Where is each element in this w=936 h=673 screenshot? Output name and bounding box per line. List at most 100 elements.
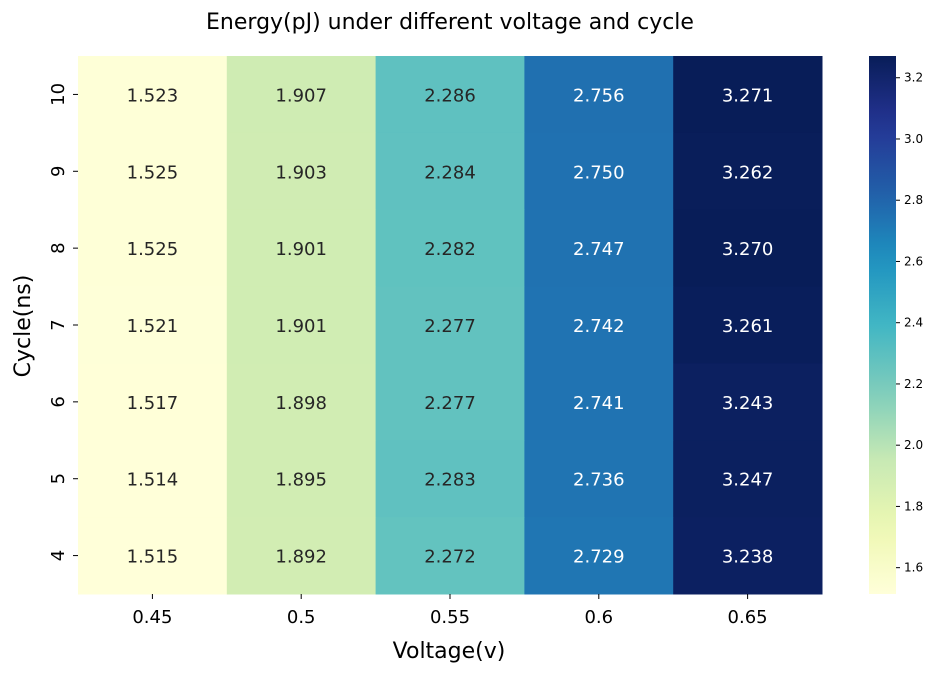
cell-value-label: 1.521 (127, 316, 179, 337)
cell-value-label: 2.741 (573, 393, 625, 414)
cell-value-label: 1.525 (127, 162, 179, 183)
y-tick-label: 8 (48, 242, 69, 253)
heatmap-cell (524, 517, 674, 595)
cell-value-label: 1.523 (127, 85, 179, 106)
cell-value-label: 2.277 (424, 316, 476, 337)
heatmap-cell (78, 440, 228, 518)
cell-value-label: 3.270 (722, 239, 774, 260)
y-tick-label: 6 (48, 396, 69, 407)
cell-value-label: 1.907 (275, 85, 327, 106)
chart-title: Energy(pJ) under different voltage and c… (206, 10, 694, 35)
cell-value-label: 2.742 (573, 316, 625, 337)
heatmap-cell (524, 209, 674, 288)
cell-value-label: 1.901 (275, 239, 327, 260)
colorbar-gradient (869, 56, 896, 594)
cell-value-label: 1.898 (275, 393, 327, 414)
heatmap-cell (375, 517, 525, 595)
heatmap-cell (673, 56, 823, 134)
heatmap-cell (375, 440, 525, 518)
cell-value-label: 1.901 (275, 316, 327, 337)
heatmap-cells: 1.523 1.907 2.286 2.756 3.271 1.525 1.903 2.284… (78, 56, 823, 595)
heatmap-cell (375, 286, 525, 364)
heatmap-cell (375, 132, 525, 211)
x-tick-labels: 0.45 0.5 0.55 0.6 0.65 (132, 594, 768, 628)
cell-value-label: 2.277 (424, 393, 476, 414)
colorbar-tick-label: 2.8 (904, 193, 923, 207)
heatmap-cell (673, 517, 823, 595)
heatmap-cell (78, 132, 228, 211)
colorbar-tick-label: 1.8 (904, 499, 923, 513)
x-tick-label: 0.5 (287, 607, 316, 628)
heatmap-cell (524, 132, 674, 211)
colorbar-tick-label: 2.6 (904, 254, 923, 268)
colorbar-tick-label: 3.2 (904, 71, 923, 85)
cell-value-label: 2.272 (424, 547, 476, 568)
heatmap-cell (375, 363, 525, 441)
y-axis-label: Cycle(ns) (11, 275, 36, 378)
cell-value-label: 2.747 (573, 239, 625, 260)
heatmap-cell (673, 209, 823, 288)
y-tick-label: 4 (48, 550, 69, 561)
cell-value-label: 3.271 (722, 85, 774, 106)
heatmap-cell (226, 132, 377, 211)
cell-value-label: 3.261 (722, 316, 774, 337)
heatmap-cell (78, 56, 228, 134)
cell-value-label: 2.750 (573, 162, 625, 183)
colorbar-tick-label: 3.0 (904, 132, 923, 146)
cell-value-label: 1.895 (275, 470, 327, 491)
y-tick-label: 5 (48, 473, 69, 484)
heatmap-cell (524, 56, 674, 134)
heatmap-cell (375, 56, 525, 134)
heatmap-cell (78, 209, 228, 288)
cell-value-label: 1.903 (275, 162, 327, 183)
heatmap-cell (673, 363, 823, 441)
colorbar-tick-label: 1.6 (904, 561, 923, 575)
heatmap-cell (673, 132, 823, 211)
cell-value-label: 2.736 (573, 470, 625, 491)
cell-value-label: 2.283 (424, 470, 476, 491)
cell-value-label: 3.243 (722, 393, 774, 414)
colorbar: 1.6 1.8 2.0 2.2 2.4 2.6 2.8 3.0 3.2 (869, 56, 923, 594)
heatmap-cell (78, 363, 228, 441)
colorbar-tick-label: 2.2 (904, 377, 923, 391)
x-axis-label: Voltage(v) (393, 639, 506, 664)
heatmap-cell (78, 286, 228, 364)
heatmap-cell (226, 440, 377, 518)
cell-value-label: 2.284 (424, 162, 476, 183)
x-tick-label: 0.55 (430, 607, 470, 628)
cell-value-label: 1.514 (127, 470, 179, 491)
heatmap-cell (673, 440, 823, 518)
heatmap-cell (673, 286, 823, 364)
cell-value-label: 1.515 (127, 547, 179, 568)
heatmap-cell (226, 209, 377, 288)
cell-value-label: 2.729 (573, 547, 625, 568)
y-tick-label: 9 (48, 166, 69, 177)
y-tick-label: 7 (48, 319, 69, 330)
cell-value-label: 3.238 (722, 547, 774, 568)
y-tick-labels: 10 9 8 7 6 5 4 (48, 83, 78, 561)
cell-value-label: 3.247 (722, 470, 774, 491)
heatmap-cell (524, 286, 674, 364)
heatmap-cell (226, 517, 377, 595)
cell-value-label: 3.262 (722, 162, 774, 183)
heatmap-cell (78, 517, 228, 595)
y-tick-label: 10 (48, 83, 69, 106)
heatmap-cell (375, 209, 525, 288)
cell-value-label: 1.525 (127, 239, 179, 260)
heatmap-cell (226, 56, 377, 134)
heatmap-cell (226, 286, 377, 364)
heatmap-cell (524, 363, 674, 441)
heatmap-cell (524, 440, 674, 518)
x-tick-label: 0.6 (584, 607, 613, 628)
cell-value-label: 1.517 (127, 393, 179, 414)
colorbar-tick-label: 2.4 (904, 316, 923, 330)
heatmap-cell (226, 363, 377, 441)
x-tick-label: 0.65 (728, 607, 768, 628)
x-tick-label: 0.45 (132, 607, 172, 628)
cell-value-label: 2.286 (424, 85, 476, 106)
cell-value-label: 1.892 (275, 547, 327, 568)
cell-value-label: 2.282 (424, 239, 476, 260)
colorbar-tick-label: 2.0 (904, 438, 923, 452)
cell-value-label: 2.756 (573, 85, 625, 106)
